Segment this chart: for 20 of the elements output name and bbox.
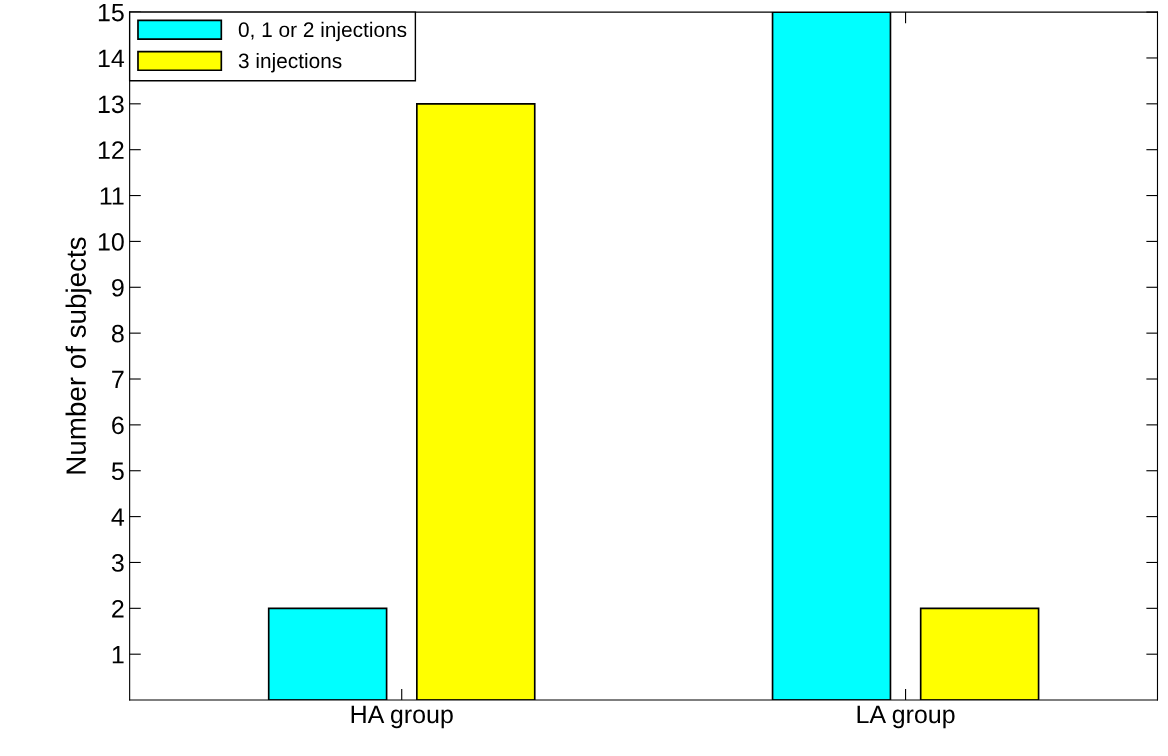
x-tick-label: LA group (857, 705, 955, 729)
y-tick-label: 1 (112, 646, 124, 664)
y-tick-label: 6 (112, 416, 124, 435)
y-tick-label: 10 (98, 233, 124, 251)
x-tick-label: HA group (351, 705, 453, 729)
y-tick-label: 11 (100, 187, 124, 205)
y-tick-label: 9 (112, 278, 124, 297)
y-tick-label: 7 (112, 370, 124, 389)
legend-label: 3 injections (238, 52, 342, 73)
y-tick-label: 13 (98, 95, 124, 114)
y-tick-label: 5 (111, 462, 124, 481)
y-tick-label: 3 (111, 554, 124, 572)
y-tick-label: 4 (111, 508, 125, 526)
y-tick-label: 14 (98, 49, 125, 68)
y-tick-label: 8 (111, 324, 124, 343)
y-tick-label: 15 (98, 3, 124, 22)
y-axis-title: Number of subjects (65, 237, 92, 474)
y-tick-label: 2 (112, 599, 124, 618)
legend-label: 0, 1 or 2 injections (238, 21, 407, 42)
y-tick-label: 12 (98, 141, 124, 159)
